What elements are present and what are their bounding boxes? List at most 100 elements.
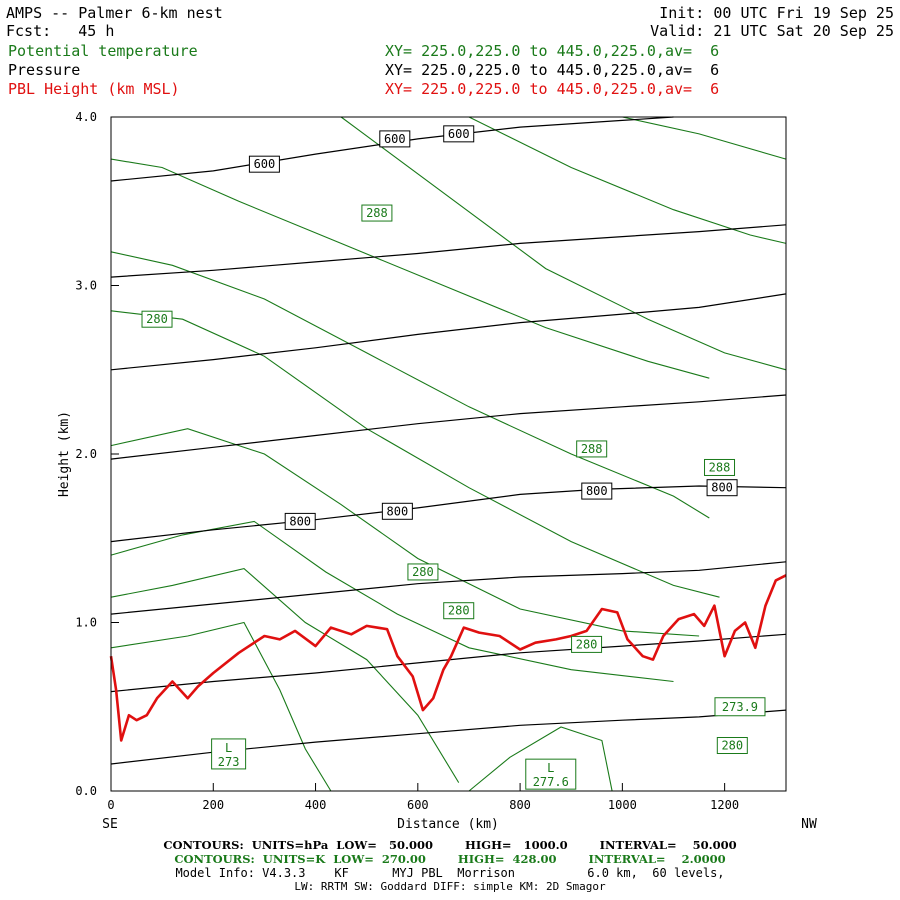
field-theta-name: Potential temperature (8, 42, 198, 60)
model-info: Model Info: V4.3.3 KF MYJ PBL Morrison 6… (175, 866, 725, 880)
pressure-contour-550 (110, 116, 674, 182)
forecast-hour: Fcst: 45 h (6, 22, 115, 40)
pbl-height-line (109, 574, 787, 742)
theta-label-text: 280 (146, 312, 168, 326)
theta-extremum: 273.9 (714, 697, 766, 717)
field-theta-xy: XY= 225.0,225.0 to 445.0,225.0,av= 6 (385, 42, 720, 60)
pressure-contour-900 (110, 633, 787, 693)
theta-label-text: 280 (721, 739, 743, 753)
pressure-label-box (581, 482, 613, 500)
x-left-end-label: SE (102, 817, 118, 832)
chart-title: AMPS -- Palmer 6-km nest (6, 4, 223, 22)
theta-label-box (407, 563, 439, 581)
pressure-label-text: 800 (711, 481, 733, 495)
theta-contour-line (340, 116, 787, 371)
pressure-label-text: 600 (448, 127, 470, 141)
pressure-contour-800 (110, 485, 787, 543)
field-pressure-name: Pressure (8, 61, 81, 79)
x-tick-label: 400 (305, 798, 327, 812)
theta-extremum-letter: L (547, 761, 554, 775)
x-tick-label: 600 (407, 798, 429, 812)
theta-label: 288 (576, 440, 608, 458)
x-right-end-label: NW (801, 817, 817, 832)
pressure-label-text: 800 (586, 484, 608, 498)
pressure-contour-700 (110, 293, 787, 371)
theta-extremum-value: 273 (218, 755, 240, 769)
theta-label: 280 (443, 602, 475, 620)
x-tick-label: 1000 (608, 798, 637, 812)
init-time: Init: 00 UTC Fri 19 Sep 25 (659, 4, 894, 22)
valid-time: Valid: 21 UTC Sat 20 Sep 25 (650, 22, 894, 40)
pressure-contour-850 (110, 561, 787, 615)
theta-contour-line (468, 726, 613, 792)
y-tick-label: 3.0 (75, 279, 97, 293)
y-tick-label: 4.0 (75, 110, 97, 124)
theta-label-box (141, 310, 173, 328)
theta-label-box (443, 602, 475, 620)
theta-contour-line (110, 310, 720, 598)
theta-extremum-value: 273.9 (722, 700, 758, 714)
theta-contour-line (468, 116, 787, 244)
theta-label-box (716, 737, 748, 755)
theta-label-text: 288 (581, 442, 603, 456)
pressure-label: 800 (381, 502, 413, 520)
theta-label-text: 288 (366, 206, 388, 220)
pressure-label: 800 (284, 512, 316, 530)
y-axis-label: Height (km) (57, 411, 72, 497)
pressure-label-box (443, 125, 475, 143)
x-axis-label: Distance (km) (397, 817, 499, 832)
pressure-label-text: 600 (384, 132, 406, 146)
contour-labels: 600 600 600 800 800 800 800 288 288 288 280 280 280 2… (141, 125, 766, 790)
theta-contour-line (110, 251, 710, 519)
x-tick-label: 800 (509, 798, 531, 812)
theta-label: 280 (141, 310, 173, 328)
theta-label-box (704, 458, 736, 476)
pressure-label-text: 800 (387, 504, 409, 518)
field-pbl-xy: XY= 225.0,225.0 to 445.0,225.0,av= 6 (385, 80, 720, 98)
theta-contour-line (110, 520, 674, 683)
x-tick-label: 1200 (710, 798, 739, 812)
pressure-label-box (284, 512, 316, 530)
theta-label: 280 (571, 635, 603, 653)
pressure-label: 600 (443, 125, 475, 143)
axes: 0 200 400 600 800 1000 1200 0.0 1.0 2.0 3.0 4.0 (75, 110, 739, 812)
field-pressure-xy: XY= 225.0,225.0 to 445.0,225.0,av= 6 (385, 61, 720, 79)
pressure-contour-info: CONTOURS: UNITS=hPa LOW= 50.000 HIGH= 10… (163, 838, 737, 852)
plot-frame (110, 116, 787, 792)
theta-label-text: 280 (448, 604, 470, 618)
theta-extremum-box (211, 738, 247, 770)
pressure-label-box (381, 502, 413, 520)
pressure-label: 600 (379, 130, 411, 148)
theta-extremum-box (525, 758, 577, 790)
pressure-contour-650 (110, 224, 787, 278)
theta-contours (110, 116, 787, 792)
field-pbl-name: PBL Height (km MSL) (8, 80, 180, 98)
y-tick-label: 2.0 (75, 447, 97, 461)
theta-label-text: 288 (709, 460, 731, 474)
theta-label-box (576, 440, 608, 458)
pressure-contours (110, 116, 787, 765)
pressure-label-box (248, 155, 280, 173)
theta-label-box (361, 204, 393, 222)
theta-label-text: 280 (576, 637, 598, 651)
x-tick-label: 200 (202, 798, 224, 812)
x-tick-label: 0 (107, 798, 114, 812)
pbl-height-series (109, 574, 787, 742)
pressure-label: 600 (248, 155, 280, 173)
pressure-contour-750 (110, 394, 787, 460)
theta-contour-line (110, 158, 710, 379)
theta-extremum-box (714, 697, 766, 717)
y-tick-label: 0.0 (75, 784, 97, 798)
model-info-physics: LW: RRTM SW: Goddard DIFF: simple KM: 2D… (294, 880, 606, 893)
theta-label-text: 280 (412, 565, 434, 579)
pressure-label: 800 (581, 482, 613, 500)
pressure-label-box (379, 130, 411, 148)
pressure-label-text: 800 (289, 514, 311, 528)
y-tick-label: 1.0 (75, 616, 97, 630)
theta-label-box (571, 635, 603, 653)
theta-contour-line (110, 621, 332, 792)
theta-contour-info: CONTOURS: UNITS=K LOW= 270.00 HIGH= 428.… (174, 852, 726, 866)
pressure-label: 800 (706, 479, 738, 497)
